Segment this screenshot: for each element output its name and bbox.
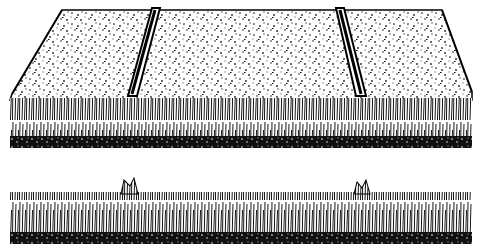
upper-turf	[10, 8, 472, 148]
seam-bump	[121, 178, 138, 194]
turf-backing	[10, 136, 472, 148]
seam-bump	[354, 180, 370, 194]
page	[0, 0, 479, 247]
lower-turf	[10, 178, 472, 244]
turf-pile	[10, 192, 472, 232]
turf-pile	[10, 98, 472, 136]
turf-backing	[10, 232, 472, 244]
turf-illustration	[0, 0, 479, 247]
turf-surface	[10, 10, 472, 100]
